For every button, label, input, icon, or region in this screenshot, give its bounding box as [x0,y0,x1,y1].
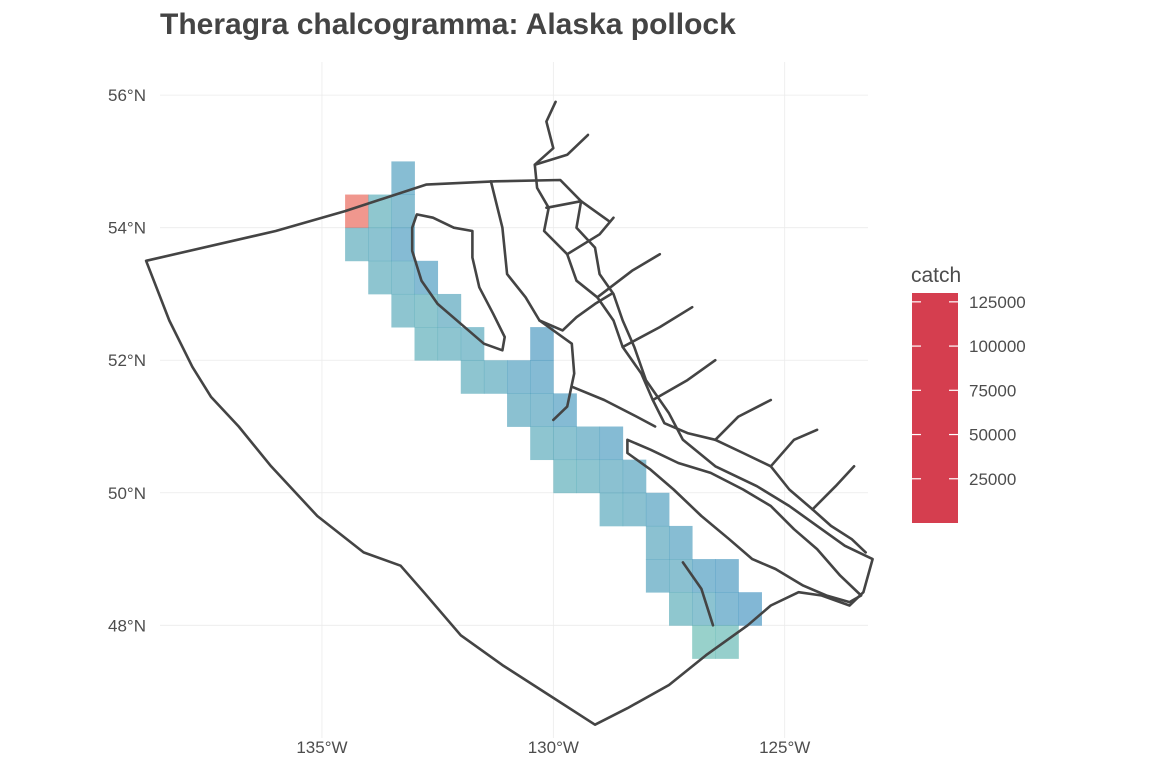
catch-cell [692,625,716,659]
fjord-coastline [565,216,615,256]
coastline-layer [144,100,874,726]
catch-cell [530,393,554,427]
fjord-coastline [714,398,773,442]
fjord-coastline [545,199,611,223]
catch-cell [368,227,392,262]
fjord-coastline [621,305,694,349]
catch-cell [553,426,577,461]
catch-cell [622,459,647,494]
fjord-coastline [651,358,717,402]
catch-cell [669,559,693,593]
catch-cell [368,260,392,295]
catch-cell [530,360,554,394]
catch-cell [391,194,415,229]
catch-cell [715,625,739,659]
catch-cell [391,293,415,328]
legend-ticks: 125000 100000 75000 50000 25000 [912,293,1026,489]
y-tick-label: 56°N [108,86,146,105]
catch-cell [692,559,716,593]
legend-label: 125000 [969,293,1026,312]
x-tick-label: 130°W [528,738,579,757]
catch-cell [460,327,485,361]
catch-cell [530,426,554,461]
catch-cell [391,260,415,295]
y-tick-label: 52°N [108,351,146,370]
legend-colorbar [912,293,958,523]
catch-cell [576,426,601,461]
catch-cells [345,161,762,659]
catch-cell [715,559,739,593]
legend-label: 100000 [969,337,1026,356]
fjord-coastline [533,133,590,166]
mainland-coastline [533,100,867,554]
vancouver-island-coastline [626,438,863,604]
legend-label: 25000 [969,470,1016,489]
catch-cell [576,459,601,494]
catch-cell [414,260,439,295]
catch-cell [669,525,693,560]
fjord-coastline [811,465,856,511]
catch-cell [391,227,415,262]
zone-line [570,385,657,428]
catch-cell [553,459,577,494]
y-tick-label: 48°N [108,616,146,635]
y-tick-label: 54°N [108,219,146,238]
zone-line [538,292,613,332]
catch-cell [345,194,369,229]
y-axis-ticks: 56°N 54°N 52°N 50°N 48°N [108,86,146,635]
catch-cell [599,459,624,494]
catch-cell [483,360,508,394]
catch-cell [391,161,415,195]
catch-cell [599,426,624,461]
catch-cell [507,393,531,427]
catch-cell [622,492,647,527]
legend-label: 50000 [969,426,1016,445]
catch-cell [530,327,554,361]
chart-title: Theragra chalcogramma: Alaska pollock [160,8,736,41]
catch-cell [738,592,762,626]
legend-label: 75000 [969,381,1016,400]
catch-cell [645,492,670,527]
x-axis-ticks: 135°W 130°W 125°W [296,738,810,757]
x-tick-label: 135°W [296,738,347,757]
catch-cell [669,592,693,626]
catch-cell [437,327,462,361]
catch-cell [460,360,485,394]
catch-cell [645,559,670,593]
catch-cell [645,525,670,560]
catch-cell [414,293,439,328]
legend-title: catch [911,264,961,287]
fjord-coastline [596,252,662,299]
management-area-boundary [144,178,874,726]
catch-cell [715,592,739,626]
y-tick-label: 50°N [108,484,146,503]
haida-gwaii-coastline [410,213,506,352]
fjord-coastline [769,428,819,468]
catch-cell [414,327,439,361]
catch-cell [507,360,531,394]
catch-legend: catch 125000 100000 75000 50000 25000 [911,264,1026,523]
catch-cell [345,227,369,262]
x-tick-label: 125°W [759,738,810,757]
zone-line [681,561,715,627]
catch-cell [599,492,624,527]
